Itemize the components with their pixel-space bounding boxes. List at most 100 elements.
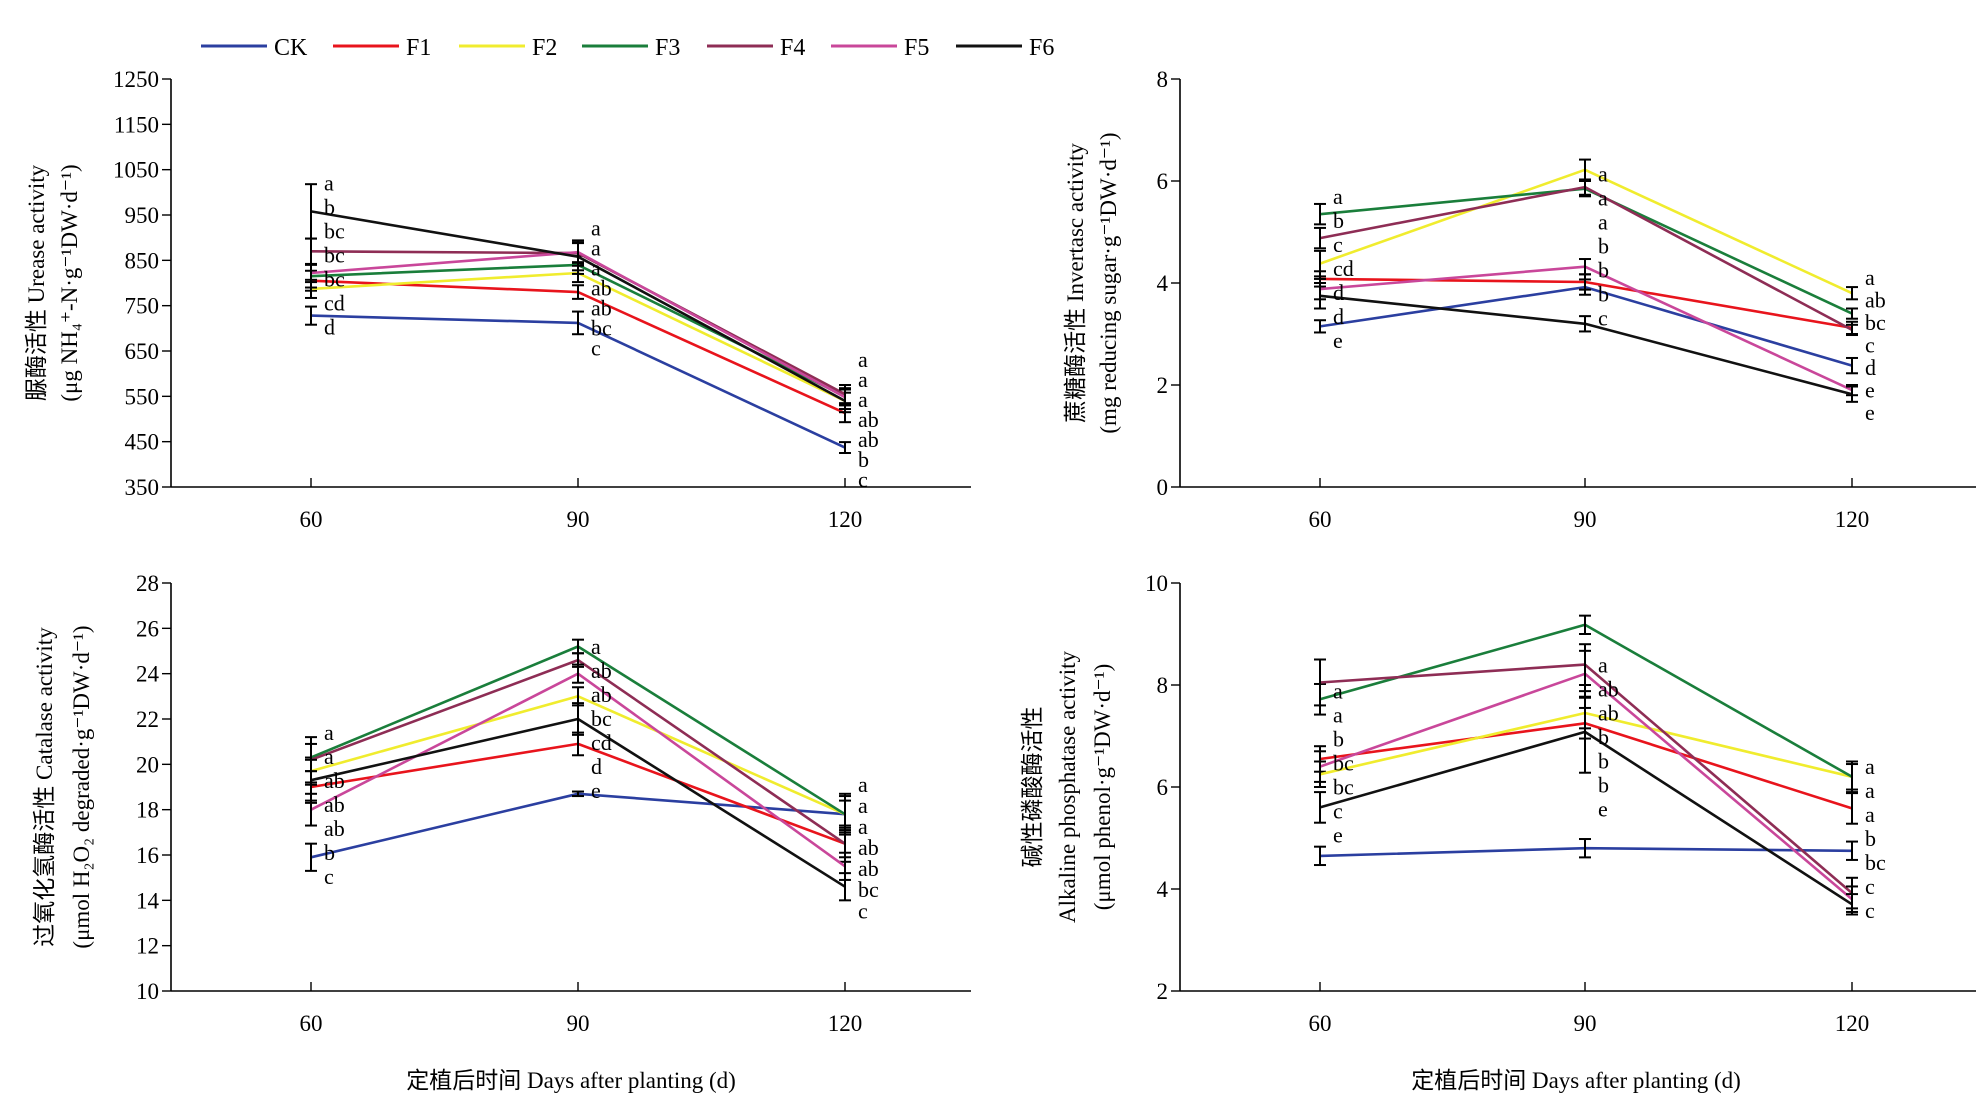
significance-letter: ab [591,275,612,300]
series-line-f1 [310,279,846,415]
significance-letter: bc [1333,774,1354,799]
y-tick-label: 4 [1157,877,1169,902]
significance-letter: b [1598,258,1609,283]
significance-letter: b [324,840,335,865]
x-tick-label: 60 [300,507,323,532]
series-line-ck [310,792,846,859]
y-tick-label: 16 [136,843,159,868]
significance-letter: bc [591,706,612,731]
significance-letter: a [858,814,868,839]
significance-letter: ab [1865,288,1886,313]
significance-letter: bc [858,877,879,902]
significance-letter: a [591,634,601,659]
y-axis-title: (μg NH₄⁺-N·g⁻¹DW·d⁻¹) [57,164,82,401]
significance-letter: ab [1598,701,1619,726]
significance-letter: b [1598,773,1609,798]
significance-letter: b [1333,726,1344,751]
significance-letter: b [858,447,869,472]
significance-letter: a [1865,802,1875,827]
significance-letter: bc [324,242,345,267]
y-tick-label: 24 [136,662,160,687]
urease-panel: 350 450 550 650 750 850 950 1050 1150 1250 60 90 120… [24,67,971,532]
significance-letter: ab [858,835,879,860]
significance-letter: e [1333,328,1343,353]
significance-letter: bc [1333,750,1354,775]
significance-letter: ab [324,816,345,841]
x-tick-label: 60 [1309,1011,1332,1036]
significance-letter: a [324,720,334,745]
y-tick-label: 4 [1157,271,1169,296]
y-axis-title: 过氧化氢酶活性 Catalase activity [32,627,57,947]
series-line-f6 [1319,294,1853,396]
x-tick-label: 120 [828,507,863,532]
significance-letter: a [591,215,601,240]
significance-letter: c [1598,306,1608,331]
significance-letter: e [1333,822,1343,847]
y-tick-label: 14 [136,888,160,913]
significance-letter: a [858,367,868,392]
y-tick-label: 6 [1157,775,1169,800]
invertase-panel: 0 2 4 6 8 60 90 120 蔗糖酶活性 Invertasc activity (mg … [1063,67,1976,532]
significance-letter: a [324,170,334,195]
y-tick-label: 8 [1157,67,1169,92]
y-tick-label: 10 [136,979,159,1004]
significance-letter: d [1333,304,1344,329]
y-tick-label: 550 [125,384,160,409]
x-axis-title-left: 定植后时间 Days after planting (d) [406,1068,736,1093]
y-tick-label: 8 [1157,673,1169,698]
y-tick-label: 350 [125,475,160,500]
significance-letter: ab [591,682,612,707]
y-tick-label: 6 [1157,169,1169,194]
significance-letter: d [1865,355,1876,380]
significance-letter: e [591,778,601,803]
y-axis-title: 碱性磷酸酶活性 [1020,707,1045,868]
y-tick-label: 650 [125,339,160,364]
significance-letter: bc [324,218,345,243]
significance-letter: cd [1333,256,1354,281]
legend-label-f4: F4 [780,35,805,61]
significance-letter: ab [858,407,879,432]
legend-label-f1: F1 [406,35,431,61]
significance-letter: b [1598,282,1609,307]
x-tick-label: 90 [567,1011,590,1036]
y-axis-title: 蔗糖酶活性 Invertasc activity [1063,143,1088,423]
y-tick-label: 22 [136,707,159,732]
y-tick-label: 950 [125,203,160,228]
y-tick-label: 0 [1157,475,1169,500]
y-axis-title: (μmol phenol·g⁻¹DW·d⁻¹) [1090,664,1115,911]
significance-letter: c [324,864,334,889]
significance-letter: a [1333,678,1343,703]
significance-letter: a [858,387,868,412]
y-tick-label: 12 [136,934,159,959]
significance-letter: c [858,467,868,492]
significance-letter: ab [1598,677,1619,702]
significance-letter: ab [858,427,879,452]
significance-letter: ab [858,856,879,881]
y-tick-label: 1250 [113,67,159,92]
y-tick-label: 26 [136,616,159,641]
x-tick-label: 120 [1835,1011,1870,1036]
x-tick-label: 120 [828,1011,863,1036]
significance-letter: cd [324,290,345,315]
significance-letter: a [324,744,334,769]
significance-letter: a [1598,162,1608,187]
significance-letter: c [1865,333,1875,358]
x-tick-label: 60 [300,1011,323,1036]
y-tick-label: 450 [125,430,160,455]
significance-letter: bc [324,266,345,291]
y-tick-label: 750 [125,294,160,319]
significance-letter: a [1865,265,1875,290]
legend-label-f5: F5 [904,35,929,61]
significance-letter: a [591,255,601,280]
significance-letter: c [1333,798,1343,823]
alkaline-phosphatase-panel: 2 4 6 8 10 60 90 120 碱性磷酸酶活性 Alkaline phosphatase… [1020,571,1976,1036]
significance-letter: b [1598,725,1609,750]
series-line-ck [310,314,846,449]
significance-letter: d [324,314,335,339]
significance-letter: ab [324,792,345,817]
significance-letter: e [1865,377,1875,402]
significance-letter: a [591,235,601,260]
significance-letter: c [1865,898,1875,923]
significance-letter: d [591,754,602,779]
